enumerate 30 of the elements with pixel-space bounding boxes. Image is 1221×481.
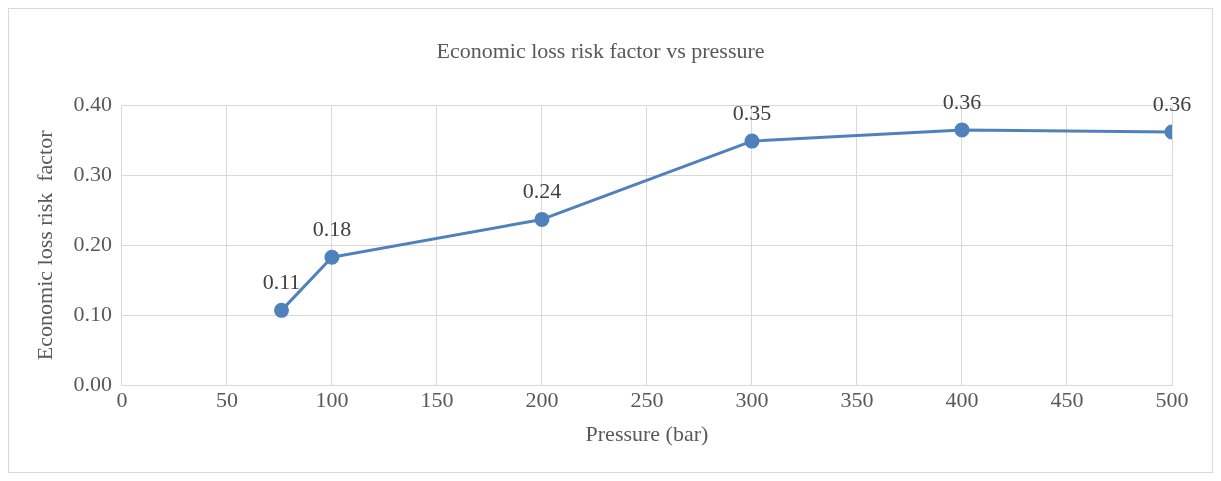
data-label: 0.36 — [1152, 90, 1192, 116]
x-tick-label: 150 — [420, 387, 454, 413]
y-tick-label: 0.10 — [73, 301, 112, 327]
x-tick-label: 50 — [215, 387, 238, 413]
data-label: 0.36 — [942, 88, 982, 114]
x-axis-title: Pressure (bar) — [585, 420, 709, 446]
data-label: 0.11 — [262, 269, 301, 295]
point — [534, 211, 550, 227]
x-tick-label: 300 — [735, 387, 769, 413]
y-tick-label: 0.40 — [73, 91, 112, 117]
y-tick-label: 0.00 — [73, 370, 112, 396]
x-tick-label: 0 — [116, 387, 128, 413]
x-tick-label: 200 — [525, 387, 559, 413]
x-tick-label: 400 — [945, 387, 979, 413]
data-label: 0.24 — [522, 178, 562, 204]
point — [744, 133, 760, 149]
x-tick-label: 100 — [315, 387, 349, 413]
chart-title: Economic loss risk factor vs pressure — [436, 37, 765, 63]
data-label: 0.18 — [312, 215, 352, 241]
point — [274, 302, 290, 318]
x-tick-label: 350 — [840, 387, 874, 413]
x-tick-label: 500 — [1155, 387, 1189, 413]
data-label: 0.35 — [732, 99, 772, 125]
point — [324, 249, 340, 265]
y-tick-label: 0.30 — [73, 161, 112, 187]
y-tick-label: 0.20 — [73, 231, 112, 257]
y-axis-title: Economic loss risk factor — [31, 129, 57, 361]
point — [954, 122, 970, 138]
x-tick-label: 450 — [1050, 387, 1084, 413]
x-tick-label: 250 — [630, 387, 664, 413]
